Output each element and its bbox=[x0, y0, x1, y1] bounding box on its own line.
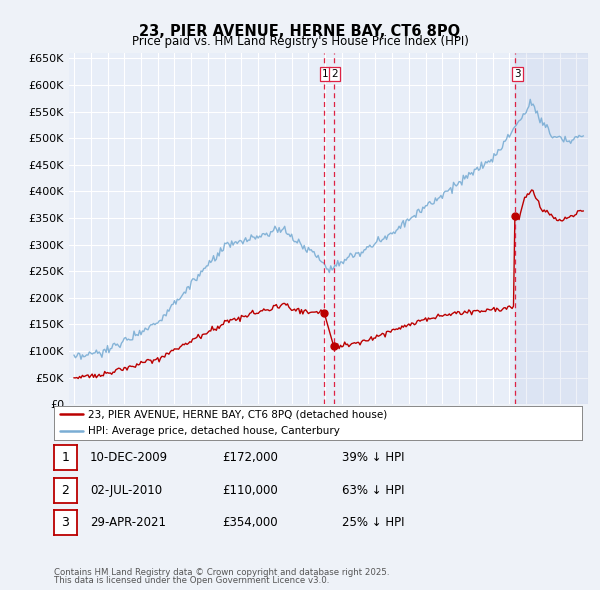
Text: 23, PIER AVENUE, HERNE BAY, CT6 8PQ: 23, PIER AVENUE, HERNE BAY, CT6 8PQ bbox=[139, 24, 461, 38]
Text: £172,000: £172,000 bbox=[222, 451, 278, 464]
Text: 2: 2 bbox=[331, 70, 338, 80]
Text: 29-APR-2021: 29-APR-2021 bbox=[90, 516, 166, 529]
Bar bbox=[515, 53, 588, 404]
Text: 39% ↓ HPI: 39% ↓ HPI bbox=[342, 451, 404, 464]
Text: 1: 1 bbox=[322, 70, 328, 80]
Text: 3: 3 bbox=[514, 70, 520, 80]
Text: Contains HM Land Registry data © Crown copyright and database right 2025.: Contains HM Land Registry data © Crown c… bbox=[54, 568, 389, 577]
Text: 23, PIER AVENUE, HERNE BAY, CT6 8PQ (detached house): 23, PIER AVENUE, HERNE BAY, CT6 8PQ (det… bbox=[88, 409, 388, 419]
Text: 63% ↓ HPI: 63% ↓ HPI bbox=[342, 484, 404, 497]
Text: 2: 2 bbox=[61, 484, 70, 497]
Text: £354,000: £354,000 bbox=[222, 516, 278, 529]
Text: 1: 1 bbox=[61, 451, 70, 464]
Text: HPI: Average price, detached house, Canterbury: HPI: Average price, detached house, Cant… bbox=[88, 426, 340, 436]
Text: This data is licensed under the Open Government Licence v3.0.: This data is licensed under the Open Gov… bbox=[54, 576, 329, 585]
Text: Price paid vs. HM Land Registry's House Price Index (HPI): Price paid vs. HM Land Registry's House … bbox=[131, 35, 469, 48]
Text: 3: 3 bbox=[61, 516, 70, 529]
Text: 10-DEC-2009: 10-DEC-2009 bbox=[90, 451, 168, 464]
Text: 02-JUL-2010: 02-JUL-2010 bbox=[90, 484, 162, 497]
Text: £110,000: £110,000 bbox=[222, 484, 278, 497]
Text: 25% ↓ HPI: 25% ↓ HPI bbox=[342, 516, 404, 529]
